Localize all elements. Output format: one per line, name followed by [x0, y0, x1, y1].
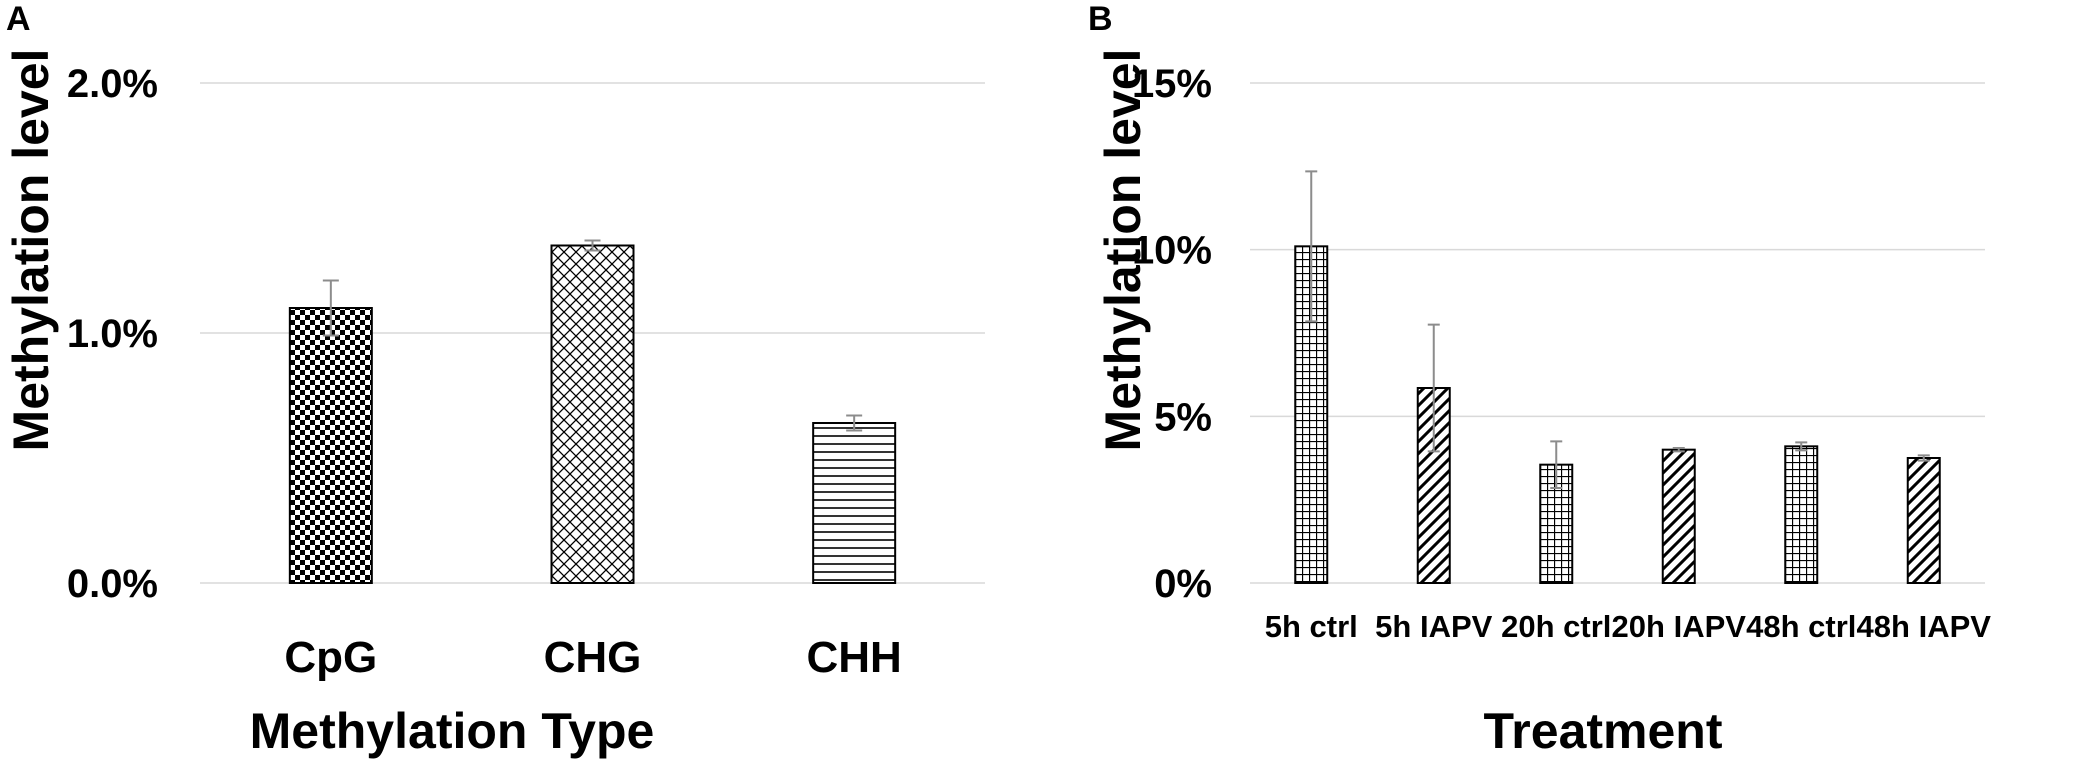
x-tick-label: CHG	[544, 633, 642, 682]
x-tick-label: 5h ctrl	[1265, 609, 1358, 644]
error-bar	[846, 414, 863, 432]
error-bar	[1305, 170, 1318, 323]
x-tick-label: 48h IAPV	[1857, 609, 1992, 644]
y-tick-label: 10%	[1132, 229, 1212, 273]
y-tick-label: 2.0%	[67, 62, 158, 106]
x-tick-label: CHH	[807, 633, 902, 682]
y-tick-label: 1.0%	[67, 312, 158, 356]
y-axis-title-b: Methylation level	[1095, 49, 1151, 452]
x-tick-label: CpG	[284, 633, 377, 682]
panel-b-letter: B	[1088, 0, 1113, 38]
y-axis-title-a: Methylation level	[3, 49, 59, 452]
bar-chg	[550, 244, 635, 584]
error-bar	[584, 239, 601, 252]
y-tick-label: 15%	[1132, 62, 1212, 106]
y-tick-label: 5%	[1154, 395, 1212, 439]
bar-20h-iapv	[1661, 448, 1696, 584]
error-bar	[322, 279, 339, 337]
panel-b: B 0% 5% 10% 15% 5h ctrl 5h IAPV 20h ctrl 20h I…	[1088, 0, 1991, 759]
bar-48h-ctrl	[1784, 445, 1819, 585]
x-tick-label: 48h ctrl	[1746, 609, 1856, 644]
y-tick-label: 0.0%	[67, 562, 158, 606]
panel-a: A 0.0% 1.0% 2.0% CpG CHG CHH Methylation lev…	[3, 0, 985, 759]
error-bar	[1550, 440, 1563, 489]
bar-chh	[812, 422, 897, 584]
bar-cpg	[288, 307, 373, 584]
bar-20h-ctrl	[1539, 463, 1574, 584]
x-tick-label: 20h IAPV	[1612, 609, 1747, 644]
panel-a-letter: A	[6, 0, 31, 38]
error-bar	[1917, 454, 1930, 462]
error-bar	[1795, 441, 1808, 452]
x-tick-label: 5h IAPV	[1375, 609, 1492, 644]
y-tick-label: 0%	[1154, 562, 1212, 606]
bar-48h-iapv	[1906, 457, 1941, 584]
x-axis-title-a: Methylation Type	[250, 703, 655, 759]
x-tick-label: 20h ctrl	[1501, 609, 1611, 644]
error-bar	[1427, 323, 1440, 453]
error-bar	[1672, 447, 1685, 453]
x-axis-title-b: Treatment	[1484, 703, 1723, 759]
